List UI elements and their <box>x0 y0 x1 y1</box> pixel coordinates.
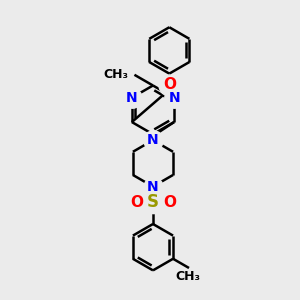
Text: CH₃: CH₃ <box>175 270 200 284</box>
Text: N: N <box>147 133 159 147</box>
Text: O: O <box>163 77 176 92</box>
Text: N: N <box>147 180 159 194</box>
Text: S: S <box>147 193 159 211</box>
Text: O: O <box>163 194 176 209</box>
Text: N: N <box>126 91 138 105</box>
Text: N: N <box>168 91 180 105</box>
Text: O: O <box>130 194 143 209</box>
Text: CH₃: CH₃ <box>103 68 128 81</box>
